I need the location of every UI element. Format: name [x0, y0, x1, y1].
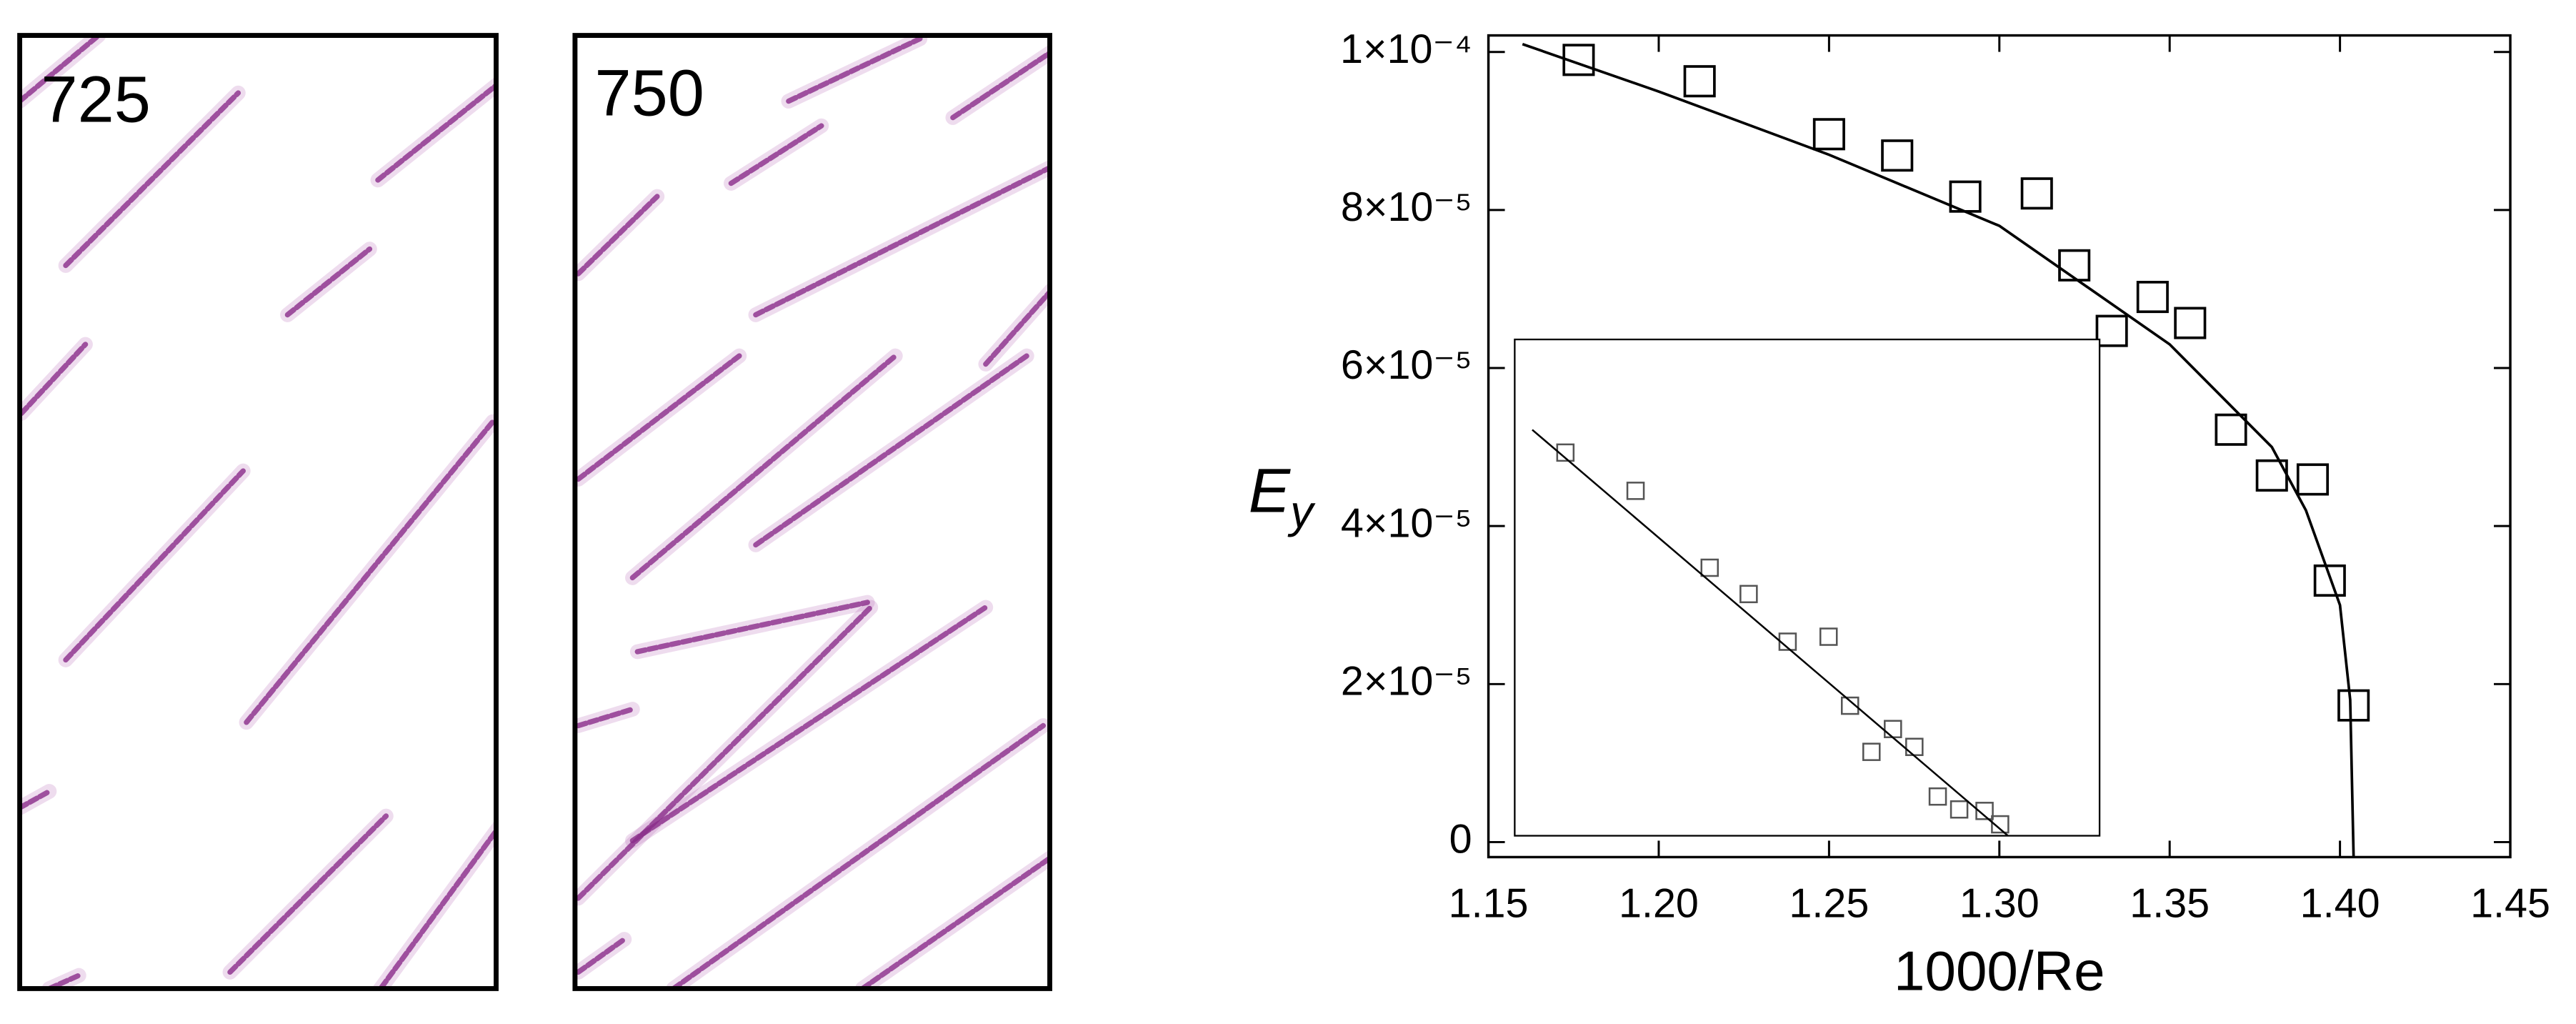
- data-point: [1700, 558, 1719, 577]
- data-point: [1739, 585, 1758, 604]
- snapshot-725: [19, 35, 496, 989]
- panel-label: 725: [41, 63, 150, 136]
- data-point: [1556, 443, 1575, 462]
- y-tick-label: 6×10⁻⁵: [1341, 342, 1472, 388]
- data-point: [2215, 413, 2247, 446]
- y-tick-label: 4×10⁻⁵: [1341, 500, 1472, 546]
- data-point: [1991, 815, 2010, 834]
- data-point: [2174, 307, 2207, 339]
- y-tick-label: 0: [1449, 817, 1472, 863]
- data-point: [1862, 742, 1881, 761]
- data-point: [2020, 177, 2053, 210]
- panel-frame: [572, 33, 1052, 991]
- data-point: [2296, 463, 2329, 496]
- panel-frame: [17, 33, 499, 991]
- data-point: [1975, 802, 1994, 820]
- data-point: [2058, 249, 2091, 282]
- data-point: [1881, 139, 1914, 172]
- y-axis-label: Ey: [1249, 456, 1316, 538]
- fit-line: [1532, 429, 2009, 837]
- data-point: [1819, 627, 1838, 646]
- data-point: [1626, 482, 1645, 500]
- plot-area: [1514, 338, 2101, 837]
- data-point: [1840, 696, 1859, 715]
- panel-label: 750: [595, 56, 704, 129]
- y-tick-label: 2×10⁻⁵: [1341, 658, 1472, 704]
- x-axis-label: 1000/Re: [1894, 940, 2105, 1003]
- x-tick-label: 1.20: [1619, 881, 1699, 927]
- data-point: [1928, 787, 1947, 806]
- data-point: [2095, 314, 2128, 347]
- y-axis-label-sub: y: [1287, 486, 1316, 537]
- y-axis-label-main: E: [1249, 456, 1292, 526]
- y-tick-label: 1×10⁻⁴: [1340, 26, 1472, 72]
- x-tick-label: 1.45: [2470, 881, 2550, 927]
- data-point: [2337, 689, 2370, 722]
- data-point: [1950, 800, 1969, 819]
- data-point: [2136, 281, 2169, 314]
- data-point: [1812, 118, 1845, 151]
- data-point: [1683, 65, 1716, 98]
- x-tick-label: 1.15: [1449, 881, 1529, 927]
- x-tick-label: 1.30: [1960, 881, 2040, 927]
- x-tick-label: 1.40: [2300, 881, 2380, 927]
- y-tick-label: 8×10⁻⁵: [1341, 184, 1472, 230]
- fit-line: [1522, 42, 2355, 858]
- x-tick-label: 1.25: [1789, 881, 1869, 927]
- data-point: [2313, 564, 2346, 597]
- x-tick-label: 1.35: [2130, 881, 2210, 927]
- snapshot-750: [574, 35, 1050, 989]
